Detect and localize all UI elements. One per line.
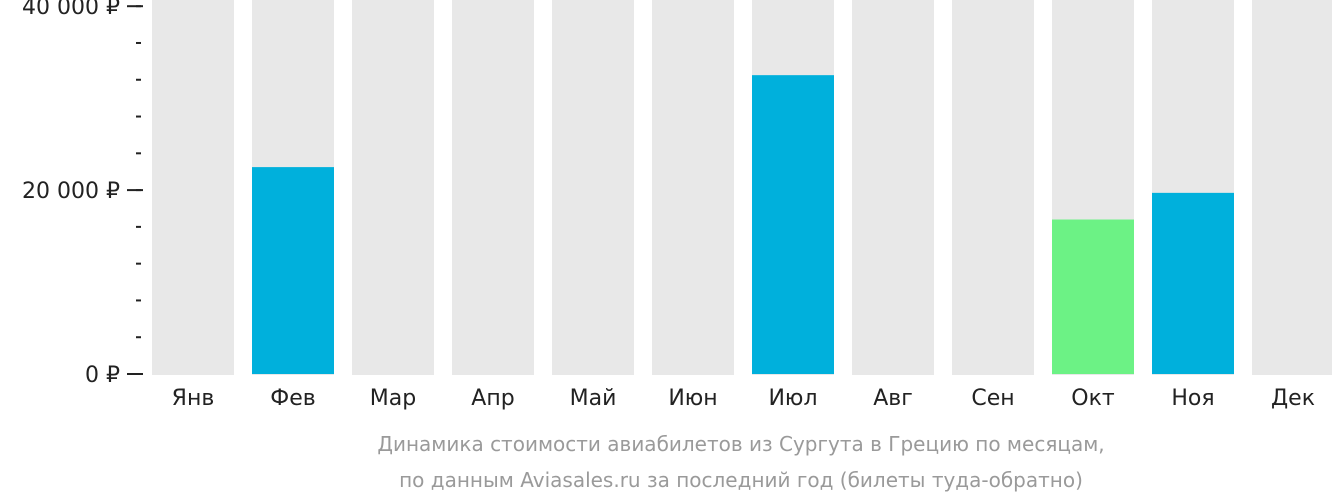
y-tick-label: 40 000 ₽ [22,0,120,20]
x-tick-label: Авг [873,386,913,411]
price-bar-7 [752,75,834,374]
price-bar-11 [1152,192,1234,374]
x-axis: Янв Фев Мар Апр Май Июн Июл Авг Сен Окт Ноя Дек [172,386,1315,411]
background-bar-8 [852,0,934,375]
y-axis: 0 ₽ 20 000 ₽ 40 000 ₽ [22,0,143,388]
y-tick-label: 0 ₽ [85,363,120,388]
y-tick-label: 20 000 ₽ [22,179,120,204]
chart-caption-line-2: по данным Aviasales.ru за последний год … [399,468,1083,492]
x-tick-label: Июн [668,386,717,411]
x-tick-label: Фев [270,386,315,411]
x-tick-label: Дек [1271,386,1315,411]
x-tick-label: Апр [471,386,514,411]
background-bar-12 [1252,0,1332,375]
x-tick-label: Май [570,386,617,411]
x-tick-label: Окт [1071,386,1115,411]
background-bar-4 [452,0,534,375]
price-bars [252,75,1234,374]
background-bar-1 [152,0,234,375]
x-tick-label: Сен [971,386,1014,411]
background-bar-3 [352,0,434,375]
x-tick-label: Июл [768,386,817,411]
x-tick-label: Мар [370,386,416,411]
background-bar-9 [952,0,1034,375]
chart-caption-line-1: Динамика стоимости авиабилетов из Сургут… [377,432,1105,456]
price-bar-2 [252,167,334,374]
background-bar-6 [652,0,734,375]
x-tick-label: Янв [172,386,215,411]
price-bar-10 [1052,219,1134,374]
x-tick-label: Ноя [1171,386,1214,411]
background-bar-5 [552,0,634,375]
